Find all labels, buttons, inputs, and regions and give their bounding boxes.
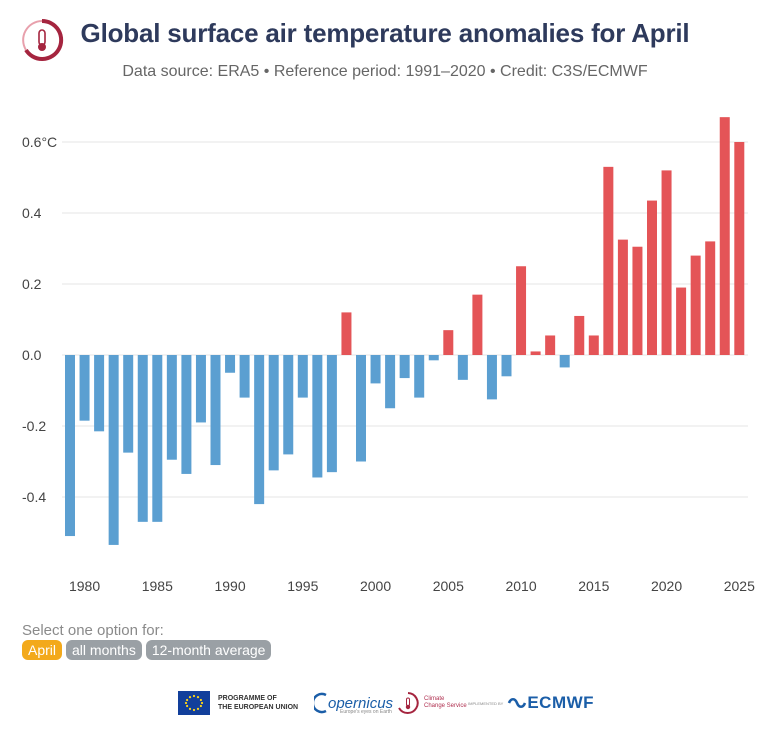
bar-2015 — [588, 335, 599, 355]
footer-logos: PROGRAMME OF THE EUROPEAN UNION opernicu… — [0, 688, 770, 720]
bar-1999 — [356, 355, 366, 462]
bar-1993 — [268, 355, 279, 471]
option-group: April all months 12-month average — [22, 640, 272, 660]
copernicus-tagline: Europe's eyes on Earth — [340, 709, 392, 715]
bar-2006 — [457, 355, 468, 380]
bar-1992 — [254, 355, 265, 505]
bar-1997 — [326, 355, 337, 473]
x-tick-label: 2000 — [360, 578, 391, 594]
bar-2004 — [428, 355, 439, 361]
bar-2005 — [443, 330, 454, 355]
eu-text-line2: THE EUROPEAN UNION — [218, 704, 299, 711]
bar-2000 — [370, 355, 381, 384]
bar-1980 — [79, 355, 90, 421]
c3s-thermometer-icon — [398, 692, 419, 714]
y-tick-label: -0.2 — [22, 418, 46, 434]
bar-1979 — [65, 355, 75, 537]
bar-2017 — [617, 239, 628, 355]
x-tick-label: 2010 — [505, 578, 536, 594]
bar-2009 — [501, 355, 512, 377]
bar-2018 — [632, 246, 643, 355]
bar-2012 — [545, 335, 556, 355]
bar-1994 — [283, 355, 294, 455]
copernicus-logo: opernicus Europe's eyes on Earth — [314, 688, 393, 718]
bar-2022 — [690, 255, 701, 355]
x-tick-label: 1990 — [214, 578, 245, 594]
bar-1991 — [239, 355, 250, 398]
ecmwf-logo: IMPLEMENTED BY ECMWF — [468, 688, 594, 718]
bar-2008 — [486, 355, 497, 400]
options-label: Select one option for: — [22, 622, 164, 639]
copernicus-c-icon — [314, 692, 327, 714]
x-tick-label: 2005 — [433, 578, 464, 594]
bar-1984 — [137, 355, 148, 522]
bar-2007 — [472, 294, 483, 355]
bar-1995 — [297, 355, 308, 398]
y-tick-label: 0.4 — [22, 205, 42, 221]
x-tick-label: 1985 — [142, 578, 173, 594]
chart-subtitle: Data source: ERA5 • Reference period: 19… — [122, 63, 648, 80]
bar-1986 — [166, 355, 177, 460]
x-tick-label: 2020 — [651, 578, 682, 594]
c3s-text-line1: Climate — [424, 696, 445, 702]
ecmwf-swirl-icon — [508, 697, 527, 709]
option-all-months-button[interactable]: all months — [66, 640, 142, 660]
c3s-text-line2: Change Service — [424, 703, 467, 709]
bar-2011 — [530, 351, 541, 355]
bar-1982 — [108, 355, 119, 545]
chart-title: Global surface air temperature anomalies… — [80, 18, 690, 48]
x-tick-label: 1980 — [69, 578, 100, 594]
bar-2014 — [574, 315, 585, 355]
bar-1983 — [123, 355, 134, 453]
bar-1990 — [225, 355, 236, 373]
bar-2025 — [734, 142, 745, 355]
bar-2001 — [385, 355, 396, 409]
bar-chart: 0.6°C 0.4 0.2 0.0 -0.2 -0.4 1980 1985 1990 1995 20… — [22, 117, 755, 594]
copernicus-wordmark: opernicus — [328, 694, 394, 712]
bar-2023 — [705, 241, 716, 355]
c3s-thermometer-logo — [22, 18, 64, 61]
eu-programme-logo: PROGRAMME OF THE EUROPEAN UNION — [178, 688, 298, 718]
bar-2019 — [647, 200, 657, 355]
bar-2021 — [676, 287, 687, 355]
bar-1996 — [312, 355, 323, 478]
c3s-logo: Climate Change Service — [396, 688, 467, 718]
bar-1981 — [94, 355, 105, 432]
bar-2010 — [516, 266, 527, 355]
bar-1987 — [181, 355, 192, 474]
bar-2024 — [719, 117, 730, 356]
bar-2020 — [661, 170, 672, 355]
bar-1985 — [152, 355, 163, 522]
y-tick-label: 0.6°C — [22, 134, 57, 150]
bar-2003 — [414, 355, 425, 398]
option-12-month-average-button[interactable]: 12-month average — [145, 640, 272, 660]
eu-flag-icon — [178, 691, 210, 715]
ecmwf-wordmark: ECMWF — [527, 693, 595, 712]
y-tick-label: 0.0 — [22, 347, 42, 363]
implemented-by-label: IMPLEMENTED BY — [468, 700, 504, 706]
x-tick-label: 2015 — [578, 578, 609, 594]
eu-text-line1: PROGRAMME OF — [218, 695, 277, 702]
y-tick-label: -0.4 — [22, 489, 46, 505]
bar-1989 — [210, 355, 221, 466]
bar-2013 — [559, 355, 570, 368]
option-april-button[interactable]: April — [22, 640, 63, 660]
bar-1988 — [195, 355, 206, 423]
bar-2002 — [399, 355, 410, 379]
bar-2016 — [603, 166, 614, 355]
bar-1998 — [341, 312, 352, 355]
x-tick-label: 1995 — [287, 578, 318, 594]
x-tick-label: 2025 — [724, 578, 755, 594]
y-tick-label: 0.2 — [22, 276, 42, 292]
